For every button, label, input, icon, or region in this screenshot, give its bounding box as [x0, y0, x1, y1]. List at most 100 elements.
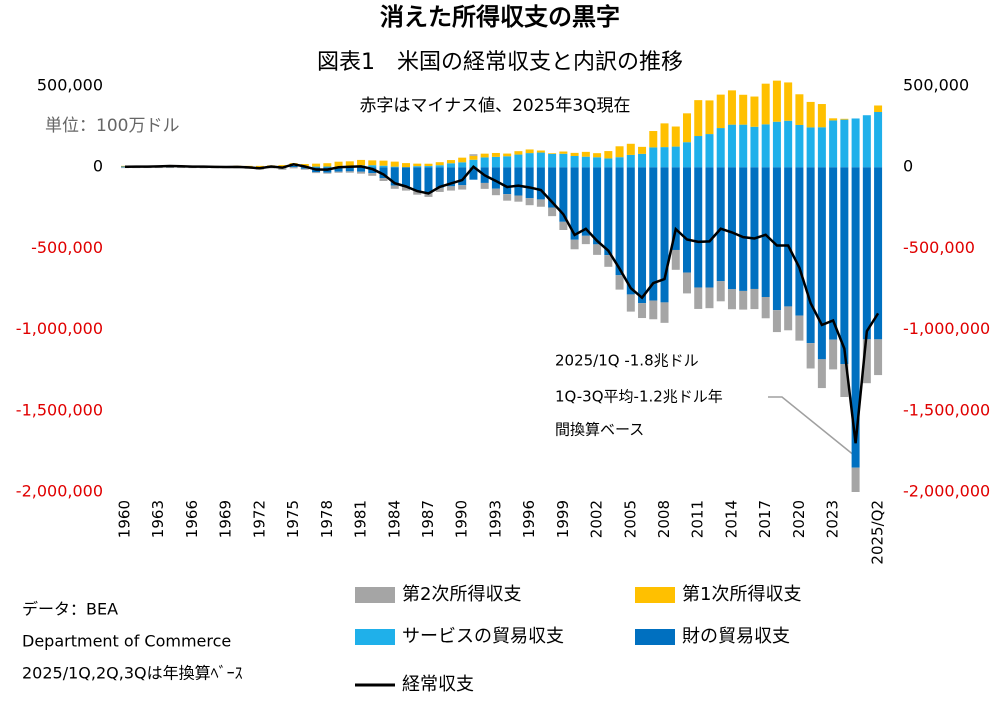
bar	[402, 167, 410, 188]
bar	[368, 160, 377, 166]
bar	[784, 82, 793, 121]
bar	[491, 167, 500, 189]
legend-swatch	[635, 629, 675, 645]
bar	[503, 156, 512, 168]
bar	[536, 152, 545, 168]
bar	[345, 167, 354, 172]
bar	[840, 118, 849, 120]
bar	[660, 147, 669, 168]
bar	[683, 167, 691, 273]
bar	[469, 159, 478, 168]
bar	[312, 172, 321, 174]
x-tick-label: 2020	[790, 500, 808, 538]
legend-swatch	[355, 587, 395, 603]
bar	[604, 255, 613, 267]
bar	[548, 207, 557, 217]
bar	[761, 297, 770, 319]
legend-label: サービスの貿易収支	[402, 626, 564, 647]
bar	[514, 195, 523, 202]
bar	[772, 310, 781, 333]
bar	[671, 167, 680, 250]
bar	[829, 339, 838, 370]
bar	[334, 167, 343, 172]
y-tick-label: -1,000,000	[16, 319, 103, 338]
bar	[469, 167, 478, 180]
x-tick-label: 1963	[149, 500, 167, 538]
bar	[817, 359, 826, 389]
bar	[829, 118, 838, 121]
bar	[121, 167, 129, 169]
bar	[817, 127, 826, 168]
bar	[255, 165, 264, 168]
bar	[727, 167, 736, 290]
bar	[413, 163, 422, 167]
bar	[772, 167, 781, 311]
bar	[424, 167, 433, 194]
bar	[334, 171, 343, 173]
bar	[536, 167, 545, 200]
x-tick-label: 2014	[722, 500, 740, 538]
bar	[289, 165, 298, 168]
bar	[615, 146, 624, 158]
bar	[312, 163, 321, 167]
x-tick-label: 2008	[655, 500, 673, 538]
bar	[379, 165, 388, 168]
x-tick-label: 1987	[419, 500, 437, 538]
bar	[469, 155, 478, 160]
bar	[548, 167, 557, 208]
bar	[581, 151, 590, 157]
bar	[458, 157, 467, 163]
bar	[379, 167, 388, 179]
annotation: 間換算ベース	[555, 421, 644, 439]
bar	[795, 315, 804, 341]
legend-label: 財の貿易収支	[682, 626, 790, 647]
y-tick-label: -1,500,000	[16, 400, 103, 419]
bar	[772, 80, 781, 122]
bar	[480, 153, 489, 158]
bar	[638, 146, 647, 154]
bar	[559, 153, 568, 168]
x-tick-label: 1972	[250, 500, 268, 538]
bar	[323, 163, 332, 167]
bar	[671, 126, 680, 147]
annotation: 赤字はマイナス値、2025年3Q現在	[359, 96, 630, 116]
bar	[424, 193, 433, 197]
bar	[862, 115, 871, 168]
bar	[379, 178, 388, 181]
bar	[739, 124, 748, 168]
bar	[750, 126, 759, 168]
bar	[862, 339, 871, 384]
bar	[491, 156, 500, 168]
bar	[548, 153, 557, 168]
bar	[705, 134, 714, 168]
bar	[525, 153, 534, 168]
bar	[761, 124, 770, 168]
bar	[750, 167, 759, 289]
bar	[840, 364, 849, 397]
x-tick-label: 1978	[318, 500, 336, 538]
bar	[727, 289, 736, 310]
bar	[660, 302, 669, 323]
bar	[638, 303, 647, 319]
bar	[626, 167, 635, 295]
bar	[851, 118, 860, 168]
x-tick-label: 2023	[824, 500, 842, 538]
bar	[480, 182, 489, 189]
note: 2025/1Q,2Q,3Qは年換算ﾍﾞｰｽ	[22, 664, 243, 683]
bar	[784, 120, 793, 168]
bar	[829, 120, 838, 168]
bar	[683, 142, 691, 168]
bar	[750, 96, 759, 127]
bar	[334, 161, 343, 167]
bar	[716, 281, 725, 302]
bar	[345, 161, 354, 167]
x-tick-label: 2005	[621, 500, 639, 538]
y-tick-label: -500,000	[31, 238, 103, 257]
bar	[581, 235, 590, 245]
bar	[795, 167, 804, 316]
bar	[458, 167, 467, 186]
bar	[300, 168, 309, 170]
bar	[705, 167, 714, 288]
bar	[750, 288, 759, 310]
bar	[491, 188, 500, 196]
